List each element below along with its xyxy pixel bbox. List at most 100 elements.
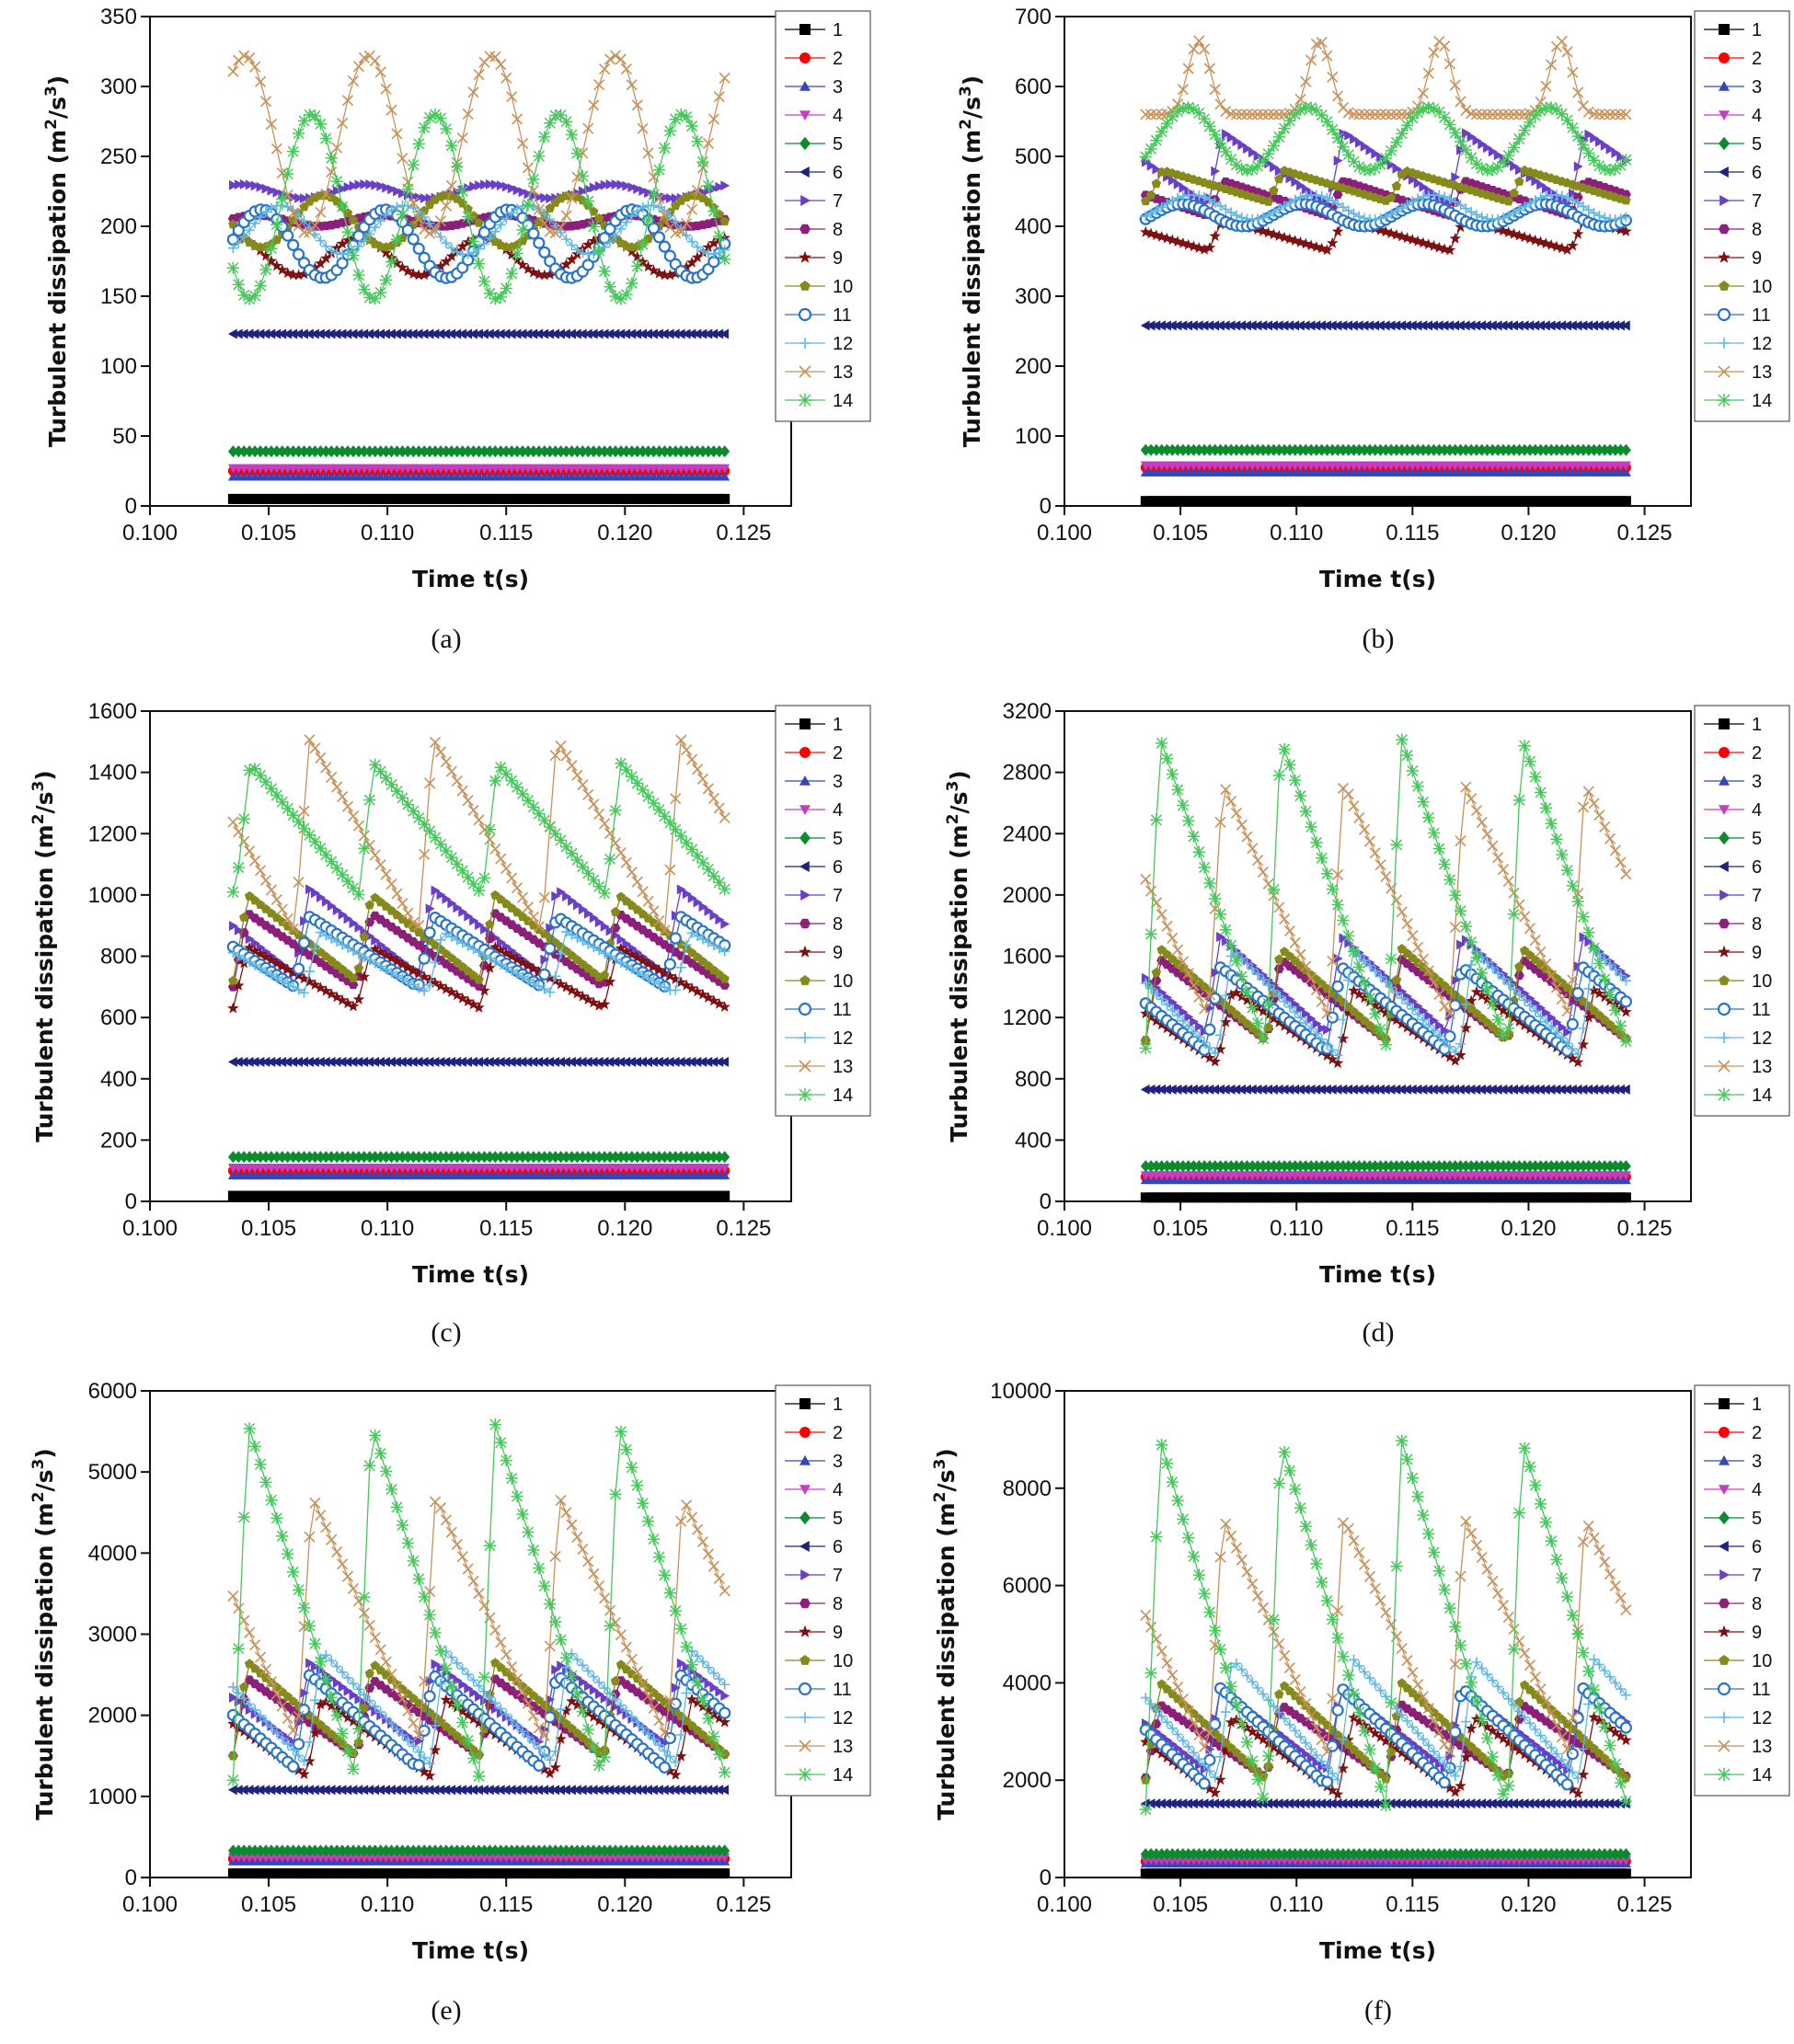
data-point	[681, 744, 693, 756]
x-tick-label: 0.110	[361, 1216, 414, 1241]
data-point	[600, 179, 610, 190]
data-point	[270, 218, 283, 231]
data-point	[445, 139, 458, 152]
data-point	[413, 328, 423, 339]
legend-label: 13	[833, 362, 853, 383]
data-point	[473, 814, 485, 826]
data-point	[556, 328, 565, 339]
data-point	[587, 220, 600, 233]
data-point	[435, 445, 446, 458]
data-point	[500, 767, 512, 781]
data-point	[419, 328, 429, 339]
data-point	[266, 445, 277, 458]
data-point	[391, 888, 403, 900]
data-point	[627, 211, 638, 222]
data-point	[287, 238, 300, 251]
data-point	[588, 99, 600, 111]
data-point	[719, 1190, 730, 1201]
data-point	[540, 192, 550, 203]
data-point	[434, 746, 447, 758]
data-point	[315, 235, 326, 247]
legend-label: 7	[833, 886, 843, 906]
data-point	[276, 796, 289, 809]
data-point	[670, 445, 681, 458]
data-point	[1540, 80, 1552, 92]
x-tick-label: 0.110	[1270, 1216, 1323, 1241]
data-point	[1443, 244, 1456, 256]
data-point	[440, 200, 452, 212]
data-point	[647, 222, 661, 235]
data-point	[331, 247, 342, 258]
data-point	[622, 180, 632, 191]
data-point	[561, 445, 571, 458]
data-point	[391, 128, 403, 140]
legend-marker	[798, 1002, 812, 1016]
data-point	[533, 808, 546, 821]
data-point	[249, 445, 260, 458]
data-point	[631, 259, 644, 273]
data-point	[696, 856, 709, 869]
data-point	[228, 975, 238, 985]
data-point	[686, 753, 698, 765]
data-point	[516, 787, 529, 800]
data-point	[348, 328, 358, 339]
data-point	[686, 203, 698, 215]
data-point	[452, 445, 463, 458]
data-point	[576, 860, 589, 873]
data-point	[331, 445, 342, 458]
data-point	[423, 926, 436, 939]
data-point	[1203, 120, 1216, 132]
data-point	[397, 445, 408, 458]
data-point	[237, 812, 250, 825]
data-point	[512, 113, 523, 125]
data-point	[1439, 40, 1451, 52]
data-point	[424, 227, 436, 239]
data-point	[266, 328, 276, 339]
data-point	[703, 445, 714, 458]
data-point	[560, 258, 572, 270]
legend-label: 9	[833, 248, 843, 269]
data-point	[638, 328, 648, 339]
data-point	[615, 224, 627, 235]
data-point	[702, 783, 714, 795]
legend-marker	[799, 24, 811, 35]
data-point	[604, 445, 615, 458]
data-point	[610, 230, 621, 241]
data-point	[1182, 63, 1194, 75]
data-point	[319, 132, 332, 145]
data-point	[616, 179, 627, 190]
data-point	[680, 110, 693, 123]
data-point	[330, 862, 343, 875]
data-point	[719, 811, 730, 824]
data-point	[343, 182, 353, 192]
data-point	[652, 164, 666, 177]
data-point	[566, 760, 578, 772]
data-point	[479, 328, 489, 339]
data-point	[369, 849, 381, 861]
data-point	[390, 233, 404, 246]
data-point	[424, 445, 435, 458]
data-point	[418, 251, 431, 264]
data-point	[632, 445, 643, 458]
data-point	[293, 962, 305, 975]
data-point	[363, 291, 376, 304]
data-point	[386, 204, 397, 215]
data-point	[320, 241, 331, 252]
x-tick-label: 0.100	[122, 1216, 178, 1241]
data-point	[429, 224, 442, 236]
data-point	[582, 122, 594, 134]
data-point	[511, 781, 523, 794]
legend-label: 14	[833, 391, 853, 411]
legend-label: 11	[1752, 305, 1771, 326]
data-point	[512, 203, 523, 214]
legend-marker	[798, 393, 812, 408]
data-point	[533, 150, 546, 163]
data-point	[642, 895, 654, 907]
x-tick-label: 0.115	[1386, 521, 1439, 545]
data-point	[392, 445, 402, 458]
data-point	[348, 445, 359, 458]
data-point	[337, 328, 347, 339]
legend-label: 8	[1752, 220, 1762, 240]
data-point	[315, 257, 327, 269]
